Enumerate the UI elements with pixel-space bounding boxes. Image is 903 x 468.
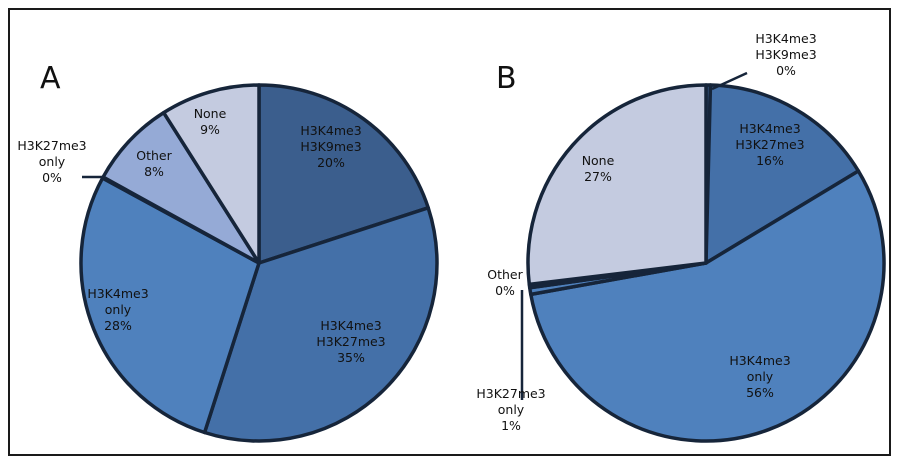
slice-label: H3K27me3 only 1% — [476, 386, 545, 433]
slice-label: H3K4me3 only 28% — [87, 286, 148, 333]
slice-label-line: only — [39, 154, 66, 169]
slice-label-line: only — [105, 302, 132, 317]
slice-label-line: 0% — [776, 63, 796, 78]
pie-slice — [202, 206, 439, 443]
pie-slice — [257, 83, 430, 265]
slice-label-line: H3K27me3 — [476, 386, 545, 401]
slice-label-line: only — [747, 369, 774, 384]
slice-label: H3K4me3 H3K9me3 20% — [300, 123, 361, 170]
panel-letter: B — [496, 61, 517, 96]
pie-slice — [704, 83, 861, 265]
slice-label-line: H3K4me3 — [320, 318, 381, 333]
slice-label-line: 0% — [495, 283, 515, 298]
slice-label-line: H3K4me3 — [739, 121, 800, 136]
slice-label-line: 8% — [144, 164, 164, 179]
slice-label-line: H3K4me3 — [87, 286, 148, 301]
pie-slice — [526, 83, 708, 287]
slice-label: Other 8% — [136, 148, 172, 179]
slice-label-line: H3K4me3 — [755, 31, 816, 46]
slice-label: H3K4me3 H3K27me3 35% — [316, 318, 385, 365]
slice-label-line: 56% — [746, 385, 774, 400]
slice-label-line: only — [498, 402, 525, 417]
slice-label-line: 0% — [42, 170, 62, 185]
slice-label: H3K4me3 only 56% — [729, 353, 790, 400]
slice-label: None 27% — [582, 153, 615, 184]
slice-label-line: 1% — [501, 418, 521, 433]
slice-label: None 9% — [194, 106, 227, 137]
slice-label-line: 16% — [756, 153, 784, 168]
panel-letter: A — [40, 61, 61, 96]
slice-label-line: None — [582, 153, 615, 168]
slice-label-line: 9% — [200, 122, 220, 137]
pie-slice — [161, 83, 261, 265]
slice-label-line: H3K4me3 — [729, 353, 790, 368]
slice-label-line: 28% — [104, 318, 132, 333]
slice-label-line: None — [194, 106, 227, 121]
slice-label-line: H3K27me3 — [316, 334, 385, 349]
pie-slice — [529, 169, 886, 443]
slice-label-line: H3K4me3 — [300, 123, 361, 138]
slice-label-line: H3K9me3 — [755, 47, 816, 62]
slice-label-line: H3K27me3 — [735, 137, 804, 152]
slice-label-line: 35% — [337, 350, 365, 365]
slice-label-line: H3K27me3 — [17, 138, 86, 153]
slice-label: H3K4me3 H3K9me3 0% — [755, 31, 816, 78]
slice-label: H3K27me3 only 0% — [17, 138, 86, 185]
slice-label-line: 27% — [584, 169, 612, 184]
slice-label-line: Other — [136, 148, 172, 163]
slice-label-line: H3K9me3 — [300, 139, 361, 154]
slice-label-line: 20% — [317, 155, 345, 170]
slice-label: Other 0% — [487, 267, 523, 298]
pie-slice — [79, 176, 261, 435]
slice-label-line: Other — [487, 267, 523, 282]
slice-label: H3K4me3 H3K27me3 16% — [735, 121, 804, 168]
leader-line — [711, 71, 748, 91]
